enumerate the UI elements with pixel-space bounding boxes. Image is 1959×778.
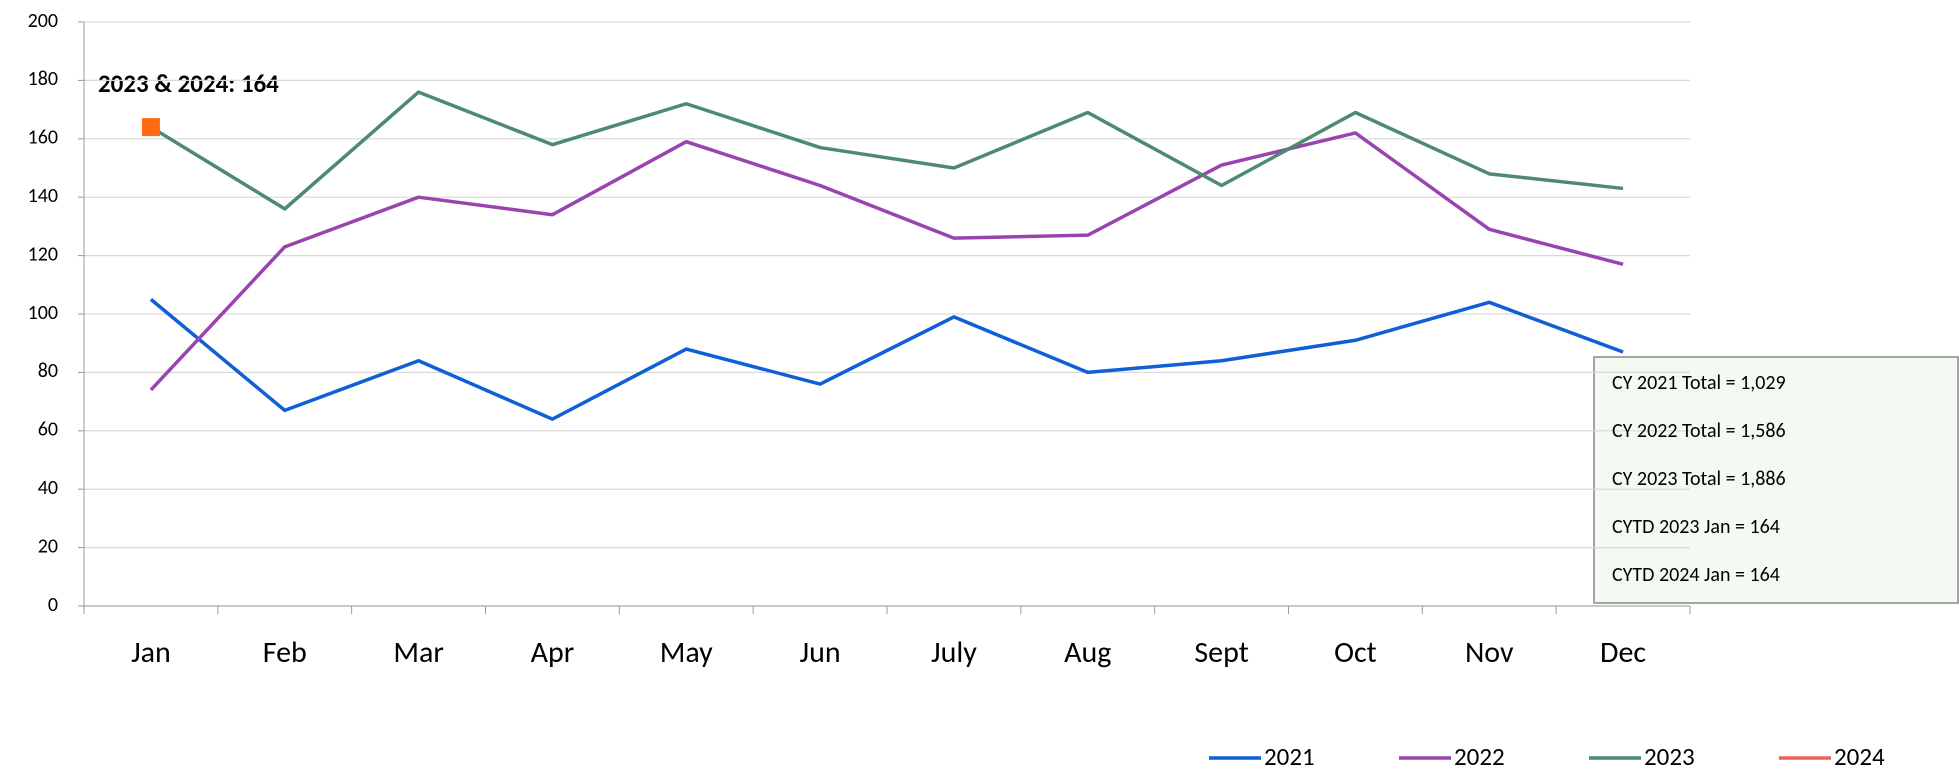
y-tick-label: 120 bbox=[28, 242, 58, 266]
legend-label: 2024 bbox=[1834, 741, 1885, 772]
x-tick-label: Sept bbox=[1194, 634, 1248, 671]
y-tick-label: 80 bbox=[38, 359, 58, 383]
y-tick-label: 160 bbox=[28, 126, 58, 150]
text-box bbox=[1593, 356, 1959, 604]
legend-label: 2023 bbox=[1644, 741, 1695, 772]
line-series bbox=[149, 131, 1624, 392]
y-tick-label: 60 bbox=[38, 418, 58, 442]
text-box-line: CYTD 2024 Jan = 164 bbox=[1612, 563, 1780, 587]
x-tick-label: Nov bbox=[1465, 634, 1514, 671]
y-tick-label: 180 bbox=[28, 67, 58, 91]
legend-label: 2022 bbox=[1454, 741, 1505, 772]
y-tick-label: 100 bbox=[28, 301, 58, 325]
x-tick-label: Aug bbox=[1064, 634, 1111, 671]
x-tick-label: Oct bbox=[1334, 634, 1377, 671]
legend-label: 2021 bbox=[1264, 741, 1315, 772]
annotation: 2023 & 2024: 164 bbox=[98, 68, 279, 99]
x-tick-label: May bbox=[660, 634, 713, 671]
text-box-line: CY 2022 Total = 1,586 bbox=[1612, 419, 1786, 443]
x-tick-label: Apr bbox=[531, 634, 575, 671]
text-box-line: CY 2021 Total = 1,029 bbox=[1612, 371, 1786, 395]
x-tick-label: Feb bbox=[263, 634, 307, 671]
y-tick-label: 140 bbox=[28, 184, 58, 208]
text-box-line: CYTD 2023 Jan = 164 bbox=[1612, 515, 1780, 539]
x-tick-label: July bbox=[931, 634, 977, 671]
marker bbox=[141, 118, 160, 137]
y-tick-label: 200 bbox=[28, 9, 58, 33]
y-tick-label: 20 bbox=[38, 534, 58, 558]
x-tick-label: Jan bbox=[131, 634, 171, 671]
x-tick-label: Mar bbox=[393, 634, 443, 671]
text-box-line: CY 2023 Total = 1,886 bbox=[1612, 467, 1786, 491]
x-tick-label: Dec bbox=[1600, 634, 1646, 671]
x-tick-label: Jun bbox=[800, 634, 841, 671]
y-tick-label: 0 bbox=[48, 593, 58, 617]
y-tick-label: 40 bbox=[38, 476, 58, 500]
line-series bbox=[150, 90, 1624, 211]
line-series bbox=[149, 298, 1624, 421]
